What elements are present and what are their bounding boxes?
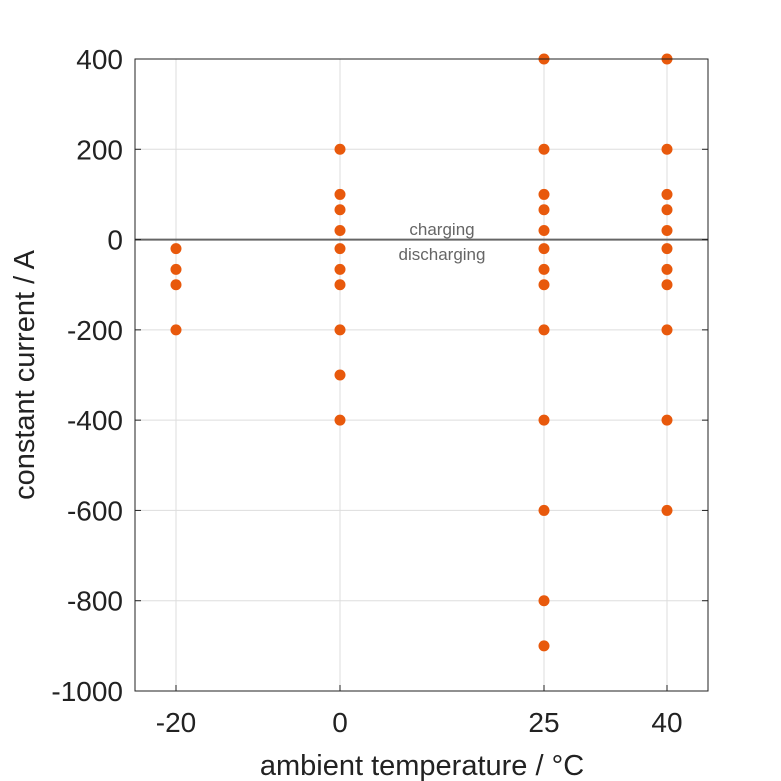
annotation-charging: charging — [409, 220, 474, 239]
x-tick-label: 0 — [332, 707, 348, 738]
data-point — [661, 188, 673, 200]
data-point — [170, 279, 182, 291]
data-point — [538, 143, 550, 155]
y-tick-label: -600 — [67, 495, 123, 526]
x-tick-label: 40 — [651, 707, 682, 738]
data-point — [334, 324, 346, 336]
data-point — [334, 188, 346, 200]
data-point — [334, 414, 346, 426]
data-points — [170, 53, 673, 652]
data-point — [170, 263, 182, 275]
y-tick-label: -200 — [67, 315, 123, 346]
data-point — [538, 324, 550, 336]
x-tick-label: 25 — [528, 707, 559, 738]
x-axis-label: ambient temperature / °C — [260, 750, 584, 781]
data-point — [538, 504, 550, 516]
data-point — [538, 279, 550, 291]
data-point — [661, 263, 673, 275]
y-tick-labels: -1000 -800 -600 -400 -200 0 200 400 — [51, 44, 708, 707]
data-point — [538, 414, 550, 426]
data-point — [538, 243, 550, 255]
data-point — [538, 263, 550, 275]
y-tick-label: -400 — [67, 405, 123, 436]
data-point — [170, 243, 182, 255]
data-point — [538, 188, 550, 200]
y-tick-label: 400 — [76, 44, 123, 75]
data-point — [538, 225, 550, 237]
y-tick-label: 0 — [107, 225, 123, 256]
data-point — [334, 143, 346, 155]
plot-frame — [134, 58, 709, 692]
data-point — [334, 263, 346, 275]
data-point — [661, 243, 673, 255]
data-point — [170, 324, 182, 336]
data-point — [538, 204, 550, 216]
data-point — [334, 279, 346, 291]
data-point — [334, 225, 346, 237]
data-point — [661, 414, 673, 426]
data-point — [334, 369, 346, 381]
y-axis-label: constant current / A — [9, 249, 41, 500]
data-point — [538, 640, 550, 652]
x-tick-labels: -20 0 25 40 — [156, 685, 683, 738]
data-point — [661, 225, 673, 237]
data-point — [661, 143, 673, 155]
data-point — [661, 504, 673, 516]
y-tick-label: 200 — [76, 134, 123, 165]
grid — [135, 58, 708, 692]
data-point — [661, 324, 673, 336]
data-point — [661, 204, 673, 216]
annotation-discharging: discharging — [399, 245, 486, 264]
x-tick-label: -20 — [156, 707, 196, 738]
data-point — [661, 279, 673, 291]
y-tick-label: -1000 — [51, 676, 123, 707]
y-tick-label: -800 — [67, 586, 123, 617]
data-point — [538, 595, 550, 607]
data-point — [334, 204, 346, 216]
data-point — [334, 243, 346, 255]
